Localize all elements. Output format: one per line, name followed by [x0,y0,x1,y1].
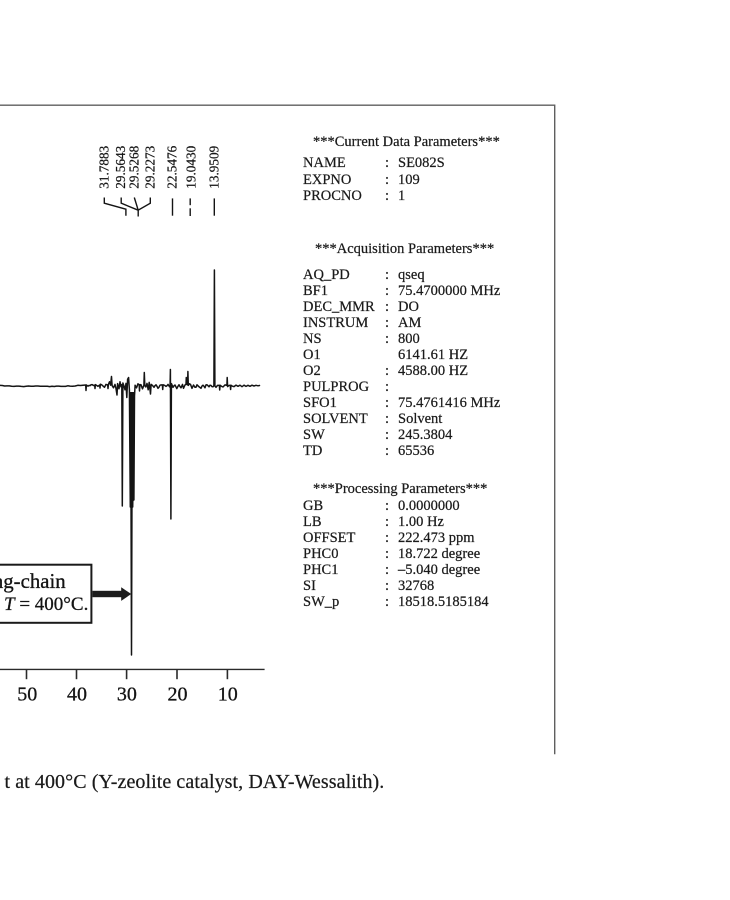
svg-text:30: 30 [117,683,137,705]
svg-text:10: 10 [218,683,238,705]
svg-text:29.5268: 29.5268 [126,145,141,188]
svg-text:31.7883: 31.7883 [96,145,111,188]
svg-text:long-chain: long-chain [0,570,66,593]
svg-text:29.5643: 29.5643 [113,145,128,188]
svg-text:40: 40 [67,683,87,705]
svg-text:22.5476: 22.5476 [165,145,180,188]
svg-text:20: 20 [168,683,188,705]
svg-text:29.2273: 29.2273 [142,145,157,188]
svg-text:T = 400°C.: T = 400°C. [4,594,88,615]
svg-text:50: 50 [17,683,37,705]
svg-text:13.9509: 13.9509 [206,145,221,188]
svg-text:19.0430: 19.0430 [183,145,198,188]
